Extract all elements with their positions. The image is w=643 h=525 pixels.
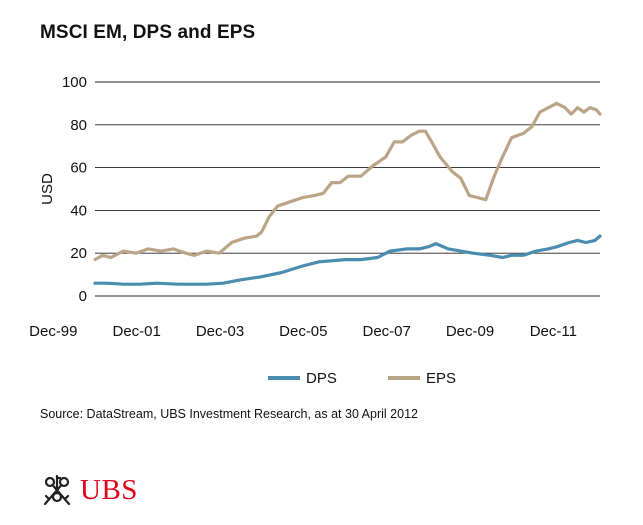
y-tick-label: 20 <box>70 245 87 262</box>
chart-legend: DPS EPS <box>268 370 456 387</box>
x-tick-label: Dec-99 <box>29 323 77 340</box>
y-axis-label: USD <box>39 173 56 205</box>
series-line-dps <box>93 234 602 286</box>
chart-series <box>93 101 602 286</box>
y-tick-label: 60 <box>70 160 87 177</box>
x-tick-label: Dec-01 <box>112 323 160 340</box>
ubs-logo: UBS <box>40 470 138 510</box>
legend-label-dps: DPS <box>306 370 337 387</box>
line-chart: 0 20 40 60 80 100 Dec-99 Dec-01 Dec-03 Dec-05 Dec-… <box>29 74 602 387</box>
y-tick-label: 0 <box>79 288 87 305</box>
x-tick-label: Dec-03 <box>196 323 244 340</box>
y-tick-label: 80 <box>70 117 87 134</box>
source-note: Source: DataStream, UBS Investment Resea… <box>40 407 418 421</box>
x-tick-label: Dec-05 <box>279 323 327 340</box>
x-tick-label: Dec-11 <box>530 323 577 340</box>
x-tick-label: Dec-09 <box>446 323 494 340</box>
legend-label-eps: EPS <box>426 370 456 387</box>
y-tick-label: 100 <box>62 74 87 91</box>
grid-lines <box>95 81 600 297</box>
series-line-eps <box>93 101 602 262</box>
ubs-logo-text: UBS <box>80 473 138 506</box>
chart-title: MSCI EM, DPS and EPS <box>40 22 256 43</box>
chart-axes: 0 20 40 60 80 100 Dec-99 Dec-01 Dec-03 Dec-05 Dec-… <box>29 74 577 340</box>
y-tick-label: 40 <box>70 202 87 219</box>
ubs-keys-icon <box>43 474 71 506</box>
x-tick-label: Dec-07 <box>362 323 410 340</box>
